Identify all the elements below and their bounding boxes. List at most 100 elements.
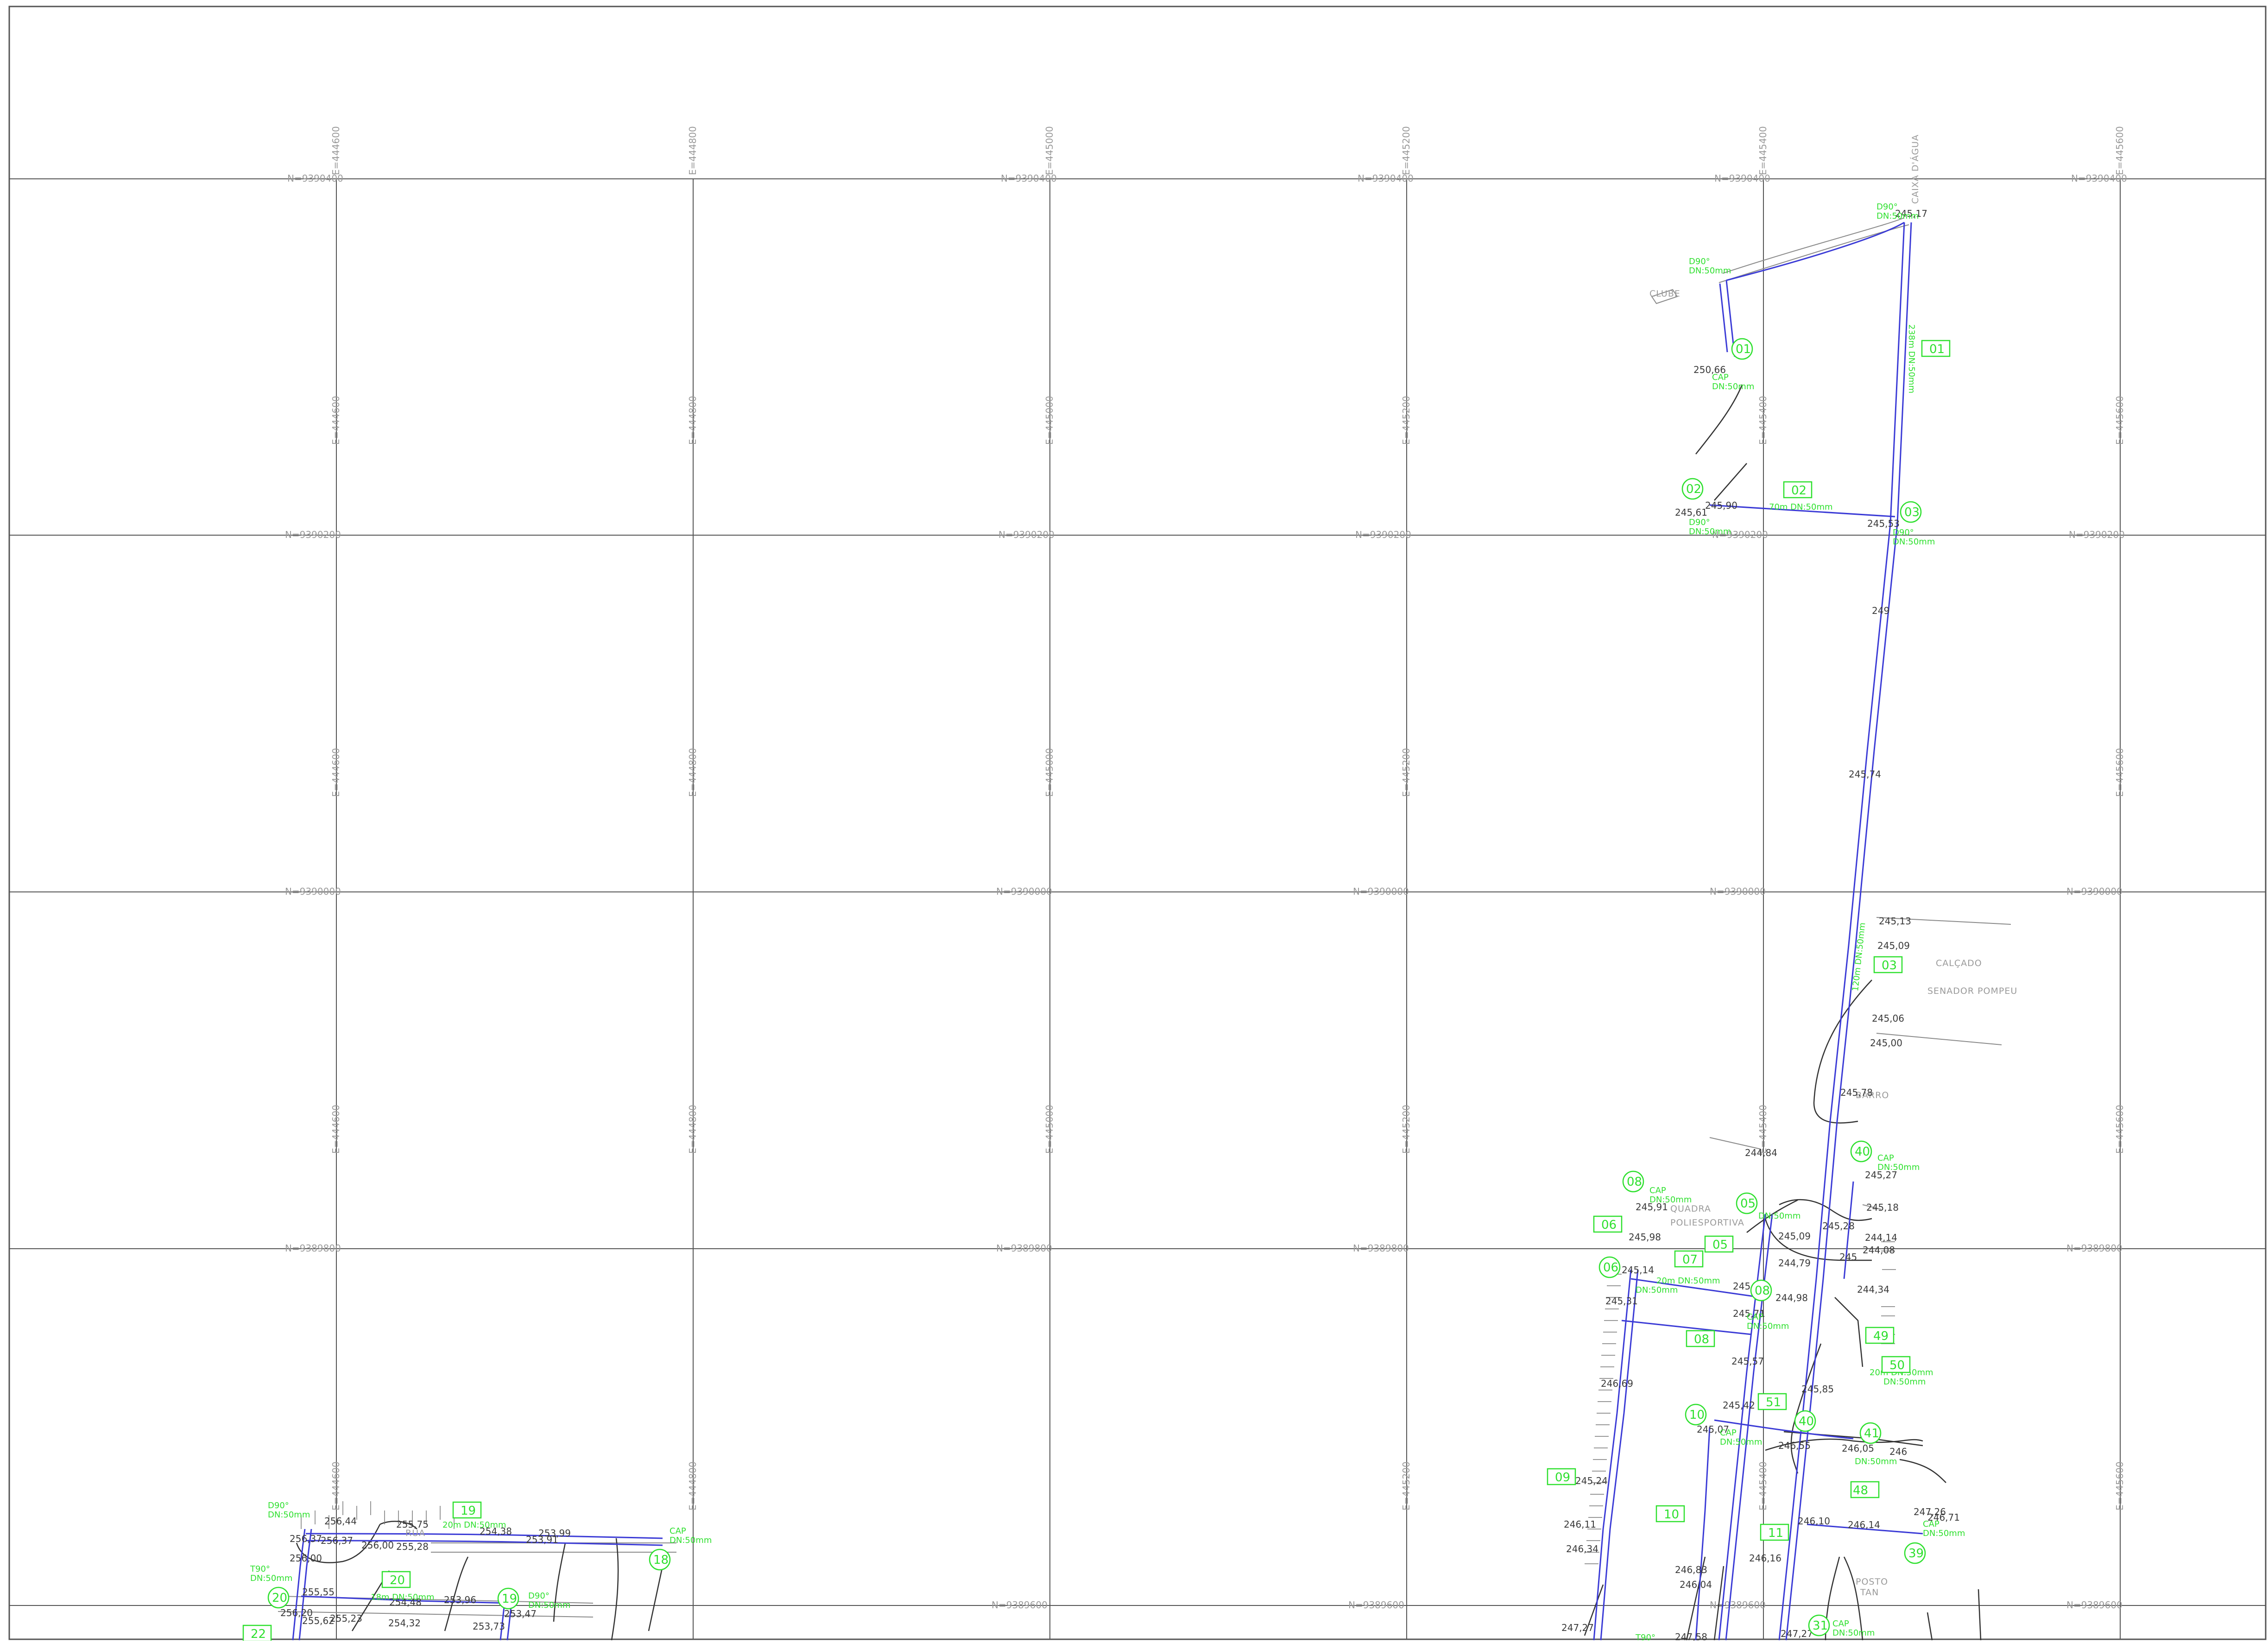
pipe-length: 120m DN:50mm bbox=[1851, 922, 1867, 992]
terrain-lines bbox=[296, 384, 1982, 1641]
fitting-label: DN:50mm bbox=[268, 1510, 310, 1520]
elevation-value: 246,83 bbox=[1675, 1564, 1707, 1575]
elevation-value: 255,75 bbox=[396, 1519, 429, 1530]
svg-text:19: 19 bbox=[461, 1504, 476, 1518]
easting-label: E=445000 bbox=[1044, 1105, 1055, 1154]
fitting-label: DN:50mm bbox=[1832, 1628, 1875, 1638]
section-box-05: 05 bbox=[1704, 1235, 1734, 1253]
easting-label: E=445600 bbox=[2114, 396, 2125, 445]
svg-text:20: 20 bbox=[272, 1591, 287, 1605]
elevation-value: 254,38 bbox=[480, 1526, 512, 1537]
northing-label: N=9390000 bbox=[1353, 886, 1409, 897]
section-box-08: 08 bbox=[1686, 1330, 1715, 1347]
fitting-label: CAP bbox=[1649, 1186, 1666, 1195]
fitting-label: DN:50mm bbox=[1649, 1195, 1692, 1205]
easting-label: E=444800 bbox=[687, 126, 698, 175]
elevation-value: 245,09 bbox=[1877, 940, 1910, 951]
easting-label: E=445200 bbox=[1401, 748, 1412, 797]
northing-label: N=9390200 bbox=[2069, 529, 2125, 540]
elevation-value: 246,71 bbox=[1927, 1512, 1960, 1523]
svg-text:02: 02 bbox=[1686, 482, 1701, 496]
elevation-value: 246,14 bbox=[1848, 1519, 1880, 1530]
node-marker-03: 03 bbox=[1900, 501, 1922, 523]
elevation-value: 256,37 bbox=[321, 1535, 353, 1546]
elevation-value: 254,48 bbox=[389, 1597, 422, 1608]
northing-label: N=9389800 bbox=[996, 1243, 1052, 1254]
northing-label: N=9389800 bbox=[285, 1243, 341, 1254]
section-box-06: 06 bbox=[1593, 1215, 1623, 1233]
fitting-label: D90° bbox=[1689, 257, 1710, 266]
section-box-03: 03 bbox=[1873, 956, 1903, 973]
easting-label: E=445200 bbox=[1401, 1105, 1412, 1154]
node-marker-05: 05 bbox=[1736, 1192, 1758, 1214]
elevation-value: 247,27 bbox=[1561, 1622, 1594, 1633]
northing-label: N=9389600 bbox=[2066, 1599, 2123, 1611]
elevation-value: 256,20 bbox=[280, 1607, 313, 1618]
node-marker-02: 02 bbox=[1681, 478, 1704, 500]
fitting-label: DN:50mm bbox=[1877, 1163, 1920, 1172]
fitting-label: DN:50mm bbox=[1720, 1437, 1762, 1447]
node-circles: 01 02 03 40 08 05 06 08 10 40 41 39 31 1… bbox=[267, 338, 1926, 1637]
fitting-label: DN:50mm bbox=[670, 1536, 712, 1545]
elevation-value: 255,28 bbox=[396, 1541, 429, 1552]
elevation-value: 246,34 bbox=[1566, 1543, 1598, 1555]
northing-label: N=9389800 bbox=[1353, 1243, 1409, 1254]
elevation-value: 245,24 bbox=[1575, 1475, 1608, 1486]
northing-label: N=9390400 bbox=[287, 173, 343, 184]
place-label: QUADRA bbox=[1670, 1204, 1711, 1214]
easting-label: E=445000 bbox=[1044, 396, 1055, 445]
easting-label: E=445200 bbox=[1401, 396, 1412, 445]
fitting-label: DN:50mm bbox=[1747, 1321, 1789, 1331]
section-box-50: 50 bbox=[1881, 1356, 1911, 1373]
elevation-value: 245,85 bbox=[1801, 1384, 1834, 1395]
easting-label: E=444600 bbox=[330, 748, 341, 797]
fitting-label: DN:50mm bbox=[1712, 382, 1754, 392]
elevation-value: 246,04 bbox=[1680, 1579, 1712, 1590]
elevation-value: 246,16 bbox=[1749, 1553, 1782, 1564]
elevation-value: 245,42 bbox=[1723, 1400, 1755, 1411]
svg-text:01: 01 bbox=[1929, 342, 1945, 356]
place-label: CALÇADO bbox=[1936, 958, 1982, 968]
easting-label: E=445000 bbox=[1044, 126, 1055, 175]
elevation-value: 256,44 bbox=[324, 1516, 357, 1527]
fitting-label: D90° bbox=[1689, 518, 1710, 527]
fitting-label: T90° bbox=[1635, 1633, 1655, 1641]
water-pipes bbox=[292, 221, 1923, 1641]
northing-label: N=9390200 bbox=[998, 529, 1055, 540]
easting-label: E=444600 bbox=[330, 396, 341, 445]
section-box-19: 19 bbox=[452, 1501, 482, 1519]
section-box-20: 20 bbox=[381, 1571, 411, 1588]
elevation-value: 245,09 bbox=[1778, 1231, 1811, 1242]
easting-label: E=444600 bbox=[330, 1105, 341, 1154]
elevation-value: 245,27 bbox=[1865, 1169, 1897, 1181]
fitting-label: DN:50mm bbox=[1876, 211, 1919, 221]
elevation-value: 246,55 bbox=[1778, 1440, 1811, 1451]
svg-text:31: 31 bbox=[1813, 1619, 1828, 1633]
easting-label: E=445400 bbox=[1757, 1461, 1769, 1510]
svg-text:40: 40 bbox=[1799, 1415, 1814, 1428]
place-label: SENADOR POMPEU bbox=[1927, 986, 2017, 996]
fitting-label: CAP bbox=[1877, 1153, 1894, 1163]
easting-label: E=445000 bbox=[1044, 748, 1055, 797]
node-marker-17: 18 bbox=[649, 1548, 671, 1571]
node-marker-07: 08 bbox=[1750, 1279, 1772, 1302]
elevation-value: 253,73 bbox=[473, 1621, 505, 1632]
section-box-11: 11 bbox=[1760, 1523, 1789, 1541]
elevation-value: 245,31 bbox=[1605, 1295, 1638, 1307]
node-marker-08: 08 bbox=[1622, 1170, 1644, 1193]
fitting-label: DN:50mm bbox=[250, 1573, 292, 1583]
fitting-label: D90° bbox=[528, 1591, 550, 1601]
northing-label: N=9389600 bbox=[1348, 1599, 1404, 1611]
northing-label: N=9390000 bbox=[2066, 886, 2123, 897]
elevation-value: 246,10 bbox=[1798, 1516, 1830, 1527]
elevation-value: 245,61 bbox=[1675, 507, 1707, 518]
elevation-value: 255,23 bbox=[330, 1613, 362, 1624]
svg-text:10: 10 bbox=[1689, 1408, 1705, 1422]
elevation-value: 253,99 bbox=[538, 1528, 571, 1539]
svg-text:07: 07 bbox=[1682, 1253, 1698, 1267]
place-label: TAN bbox=[1860, 1587, 1879, 1598]
elevation-value: 245,74 bbox=[1849, 769, 1881, 780]
fitting-label: CAP bbox=[1832, 1619, 1849, 1629]
elevation-value: 245,00 bbox=[1870, 1037, 1902, 1049]
place-label: POLIESPORTIVA bbox=[1670, 1218, 1744, 1228]
